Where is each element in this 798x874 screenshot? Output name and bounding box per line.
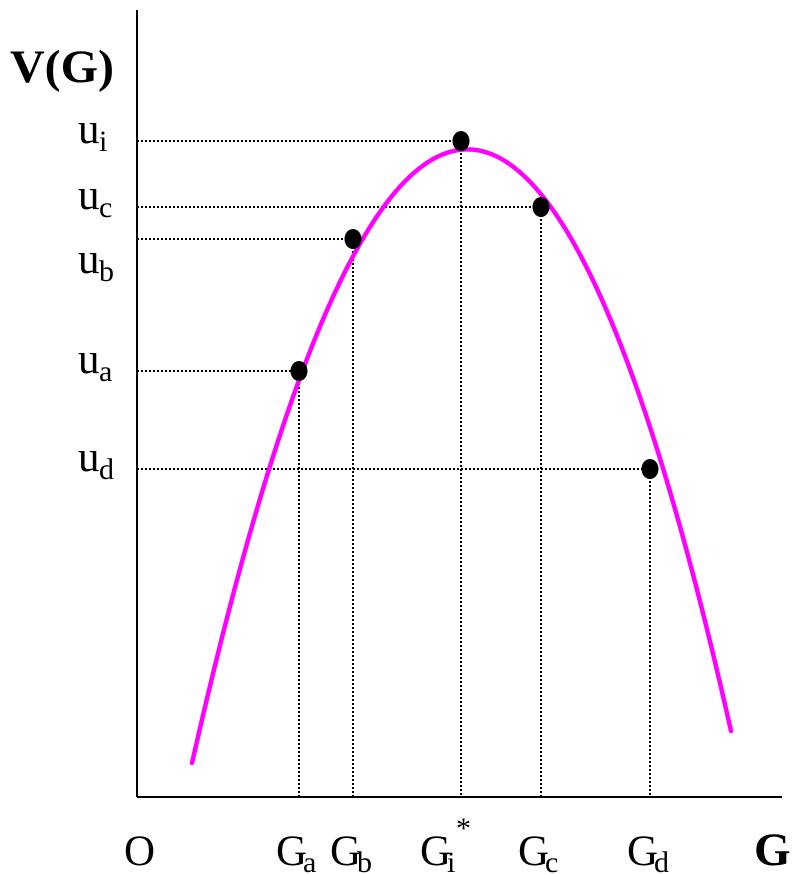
x-tick-sub: d: [654, 846, 669, 874]
y-tick-ud: u d: [78, 434, 114, 486]
x-tick-main: G: [627, 828, 658, 874]
x-tick-main: G: [330, 828, 361, 874]
y-tick-ua: u a: [78, 336, 112, 388]
y-axis-label: V(G): [10, 41, 114, 93]
x-tick-main: G: [420, 828, 451, 874]
x-tick-gb: G b: [330, 828, 372, 874]
x-tick-sub: c: [545, 846, 558, 874]
point-ui: [452, 131, 470, 151]
x-tick-sub: i: [447, 846, 455, 874]
curve-points: [290, 131, 659, 479]
x-tick-ga: G a: [276, 828, 316, 874]
x-tick-main: G: [276, 828, 307, 874]
point-uc: [532, 197, 550, 217]
y-tick-sub: b: [99, 255, 114, 288]
x-tick-gd: G d: [627, 828, 669, 874]
y-tick-ui: u i: [78, 106, 107, 158]
y-tick-sub: i: [99, 125, 107, 158]
point-ub: [344, 229, 362, 249]
y-tick-sub: d: [99, 453, 114, 486]
horizontal-guides: [137, 140, 650, 470]
x-tick-sub: b: [357, 846, 372, 874]
x-tick-sup: *: [456, 812, 471, 845]
point-ud: [641, 459, 659, 479]
y-tick-sub: c: [99, 191, 112, 224]
x-tick-main: G: [518, 828, 549, 874]
point-ua: [290, 361, 308, 381]
x-axis-label: G: [754, 824, 791, 874]
x-tick-gc: G c: [518, 828, 558, 874]
x-tick-gi: G i *: [420, 812, 471, 874]
y-tick-ub: u b: [78, 236, 114, 288]
x-origin-label: O: [124, 828, 155, 874]
y-tick-main: u: [78, 236, 100, 283]
y-tick-main: u: [78, 106, 100, 153]
y-tick-main: u: [78, 434, 100, 481]
y-tick-uc: u c: [78, 172, 112, 224]
y-tick-main: u: [78, 336, 100, 383]
x-tick-sub: a: [303, 846, 316, 874]
y-tick-main: u: [78, 172, 100, 219]
vertical-guides: [298, 141, 651, 797]
y-tick-sub: a: [99, 355, 112, 388]
